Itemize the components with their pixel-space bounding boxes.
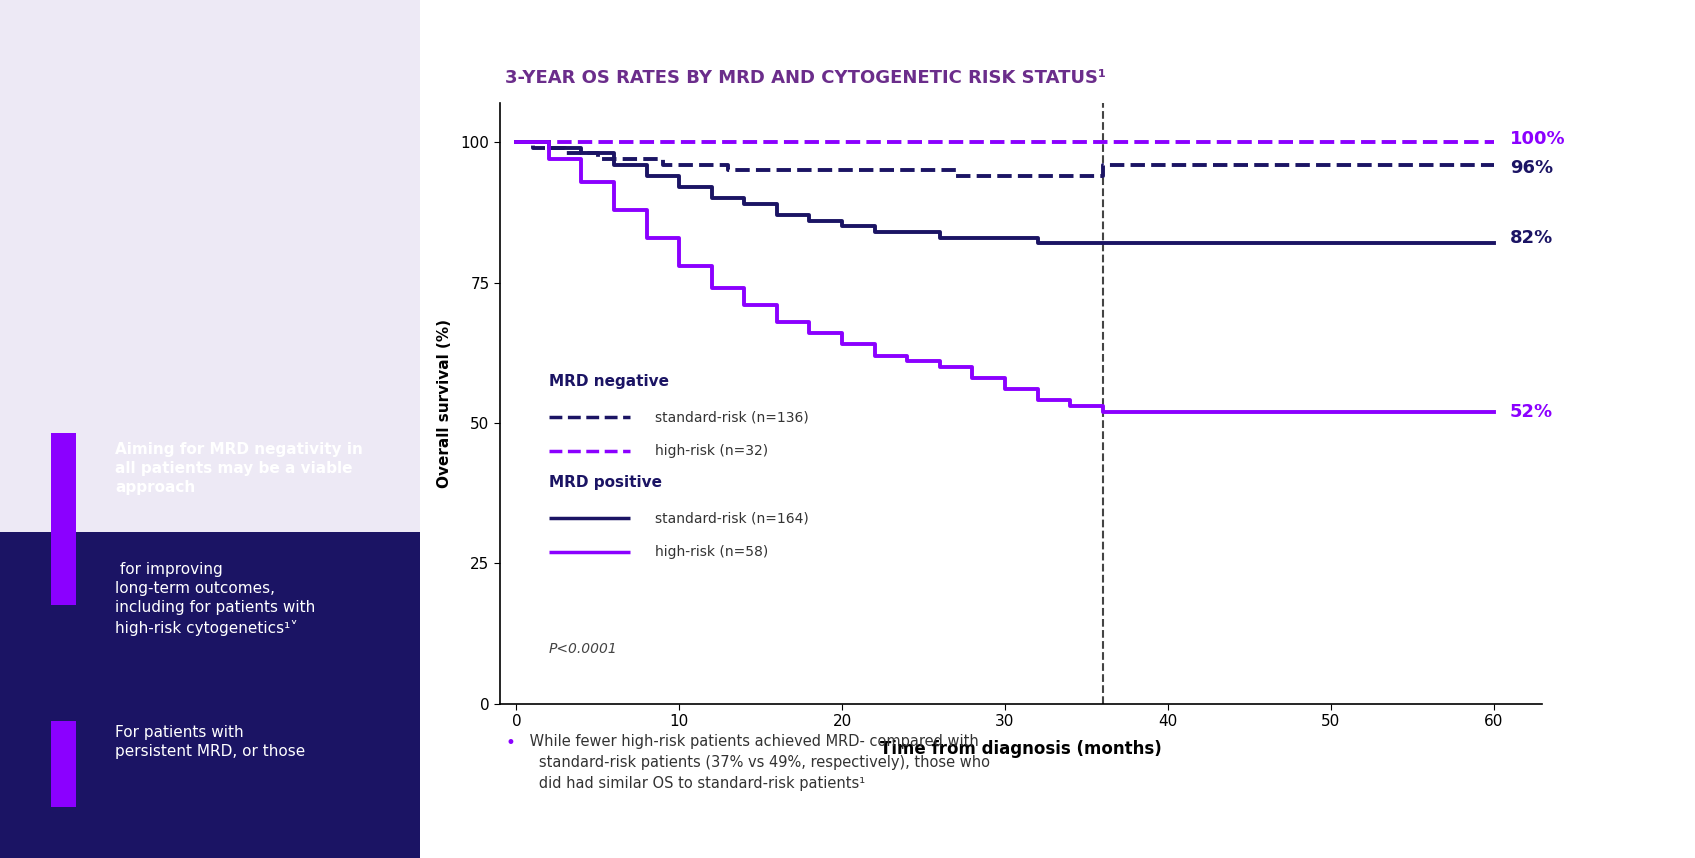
Text: high-risk (n=32): high-risk (n=32) (654, 444, 768, 458)
Text: MRD negative: MRD negative (549, 374, 670, 390)
Text: 52%: 52% (1510, 402, 1553, 420)
Text: 100%: 100% (1510, 130, 1566, 148)
Text: 3-YEAR OS RATES BY MRD AND CYTOGENETIC RISK STATUS¹: 3-YEAR OS RATES BY MRD AND CYTOGENETIC R… (505, 69, 1105, 87)
Text: 96%: 96% (1510, 159, 1553, 177)
Text: high-risk (n=58): high-risk (n=58) (654, 545, 768, 559)
Text: •: • (505, 734, 515, 752)
Text: 82%: 82% (1510, 229, 1553, 246)
Text: Aiming for MRD negativity in
all patients may be a viable
approach: Aiming for MRD negativity in all patient… (115, 442, 363, 495)
Text: for improving
long-term outcomes,
including for patients with
high-risk cytogene: for improving long-term outcomes, includ… (115, 562, 315, 636)
Text: For patients with
persistent MRD, or those: For patients with persistent MRD, or tho… (115, 725, 305, 759)
Text: While fewer high-risk patients achieved MRD- compared with
   standard-risk pati: While fewer high-risk patients achieved … (525, 734, 990, 790)
Text: MRD positive: MRD positive (549, 475, 661, 490)
Text: standard-risk (n=164): standard-risk (n=164) (654, 511, 809, 525)
Text: standard-risk (n=136): standard-risk (n=136) (654, 410, 809, 425)
Y-axis label: Overall survival (%): Overall survival (%) (437, 319, 453, 487)
X-axis label: Time from diagnosis (months): Time from diagnosis (months) (880, 740, 1163, 758)
Text: P<0.0001: P<0.0001 (549, 642, 617, 656)
